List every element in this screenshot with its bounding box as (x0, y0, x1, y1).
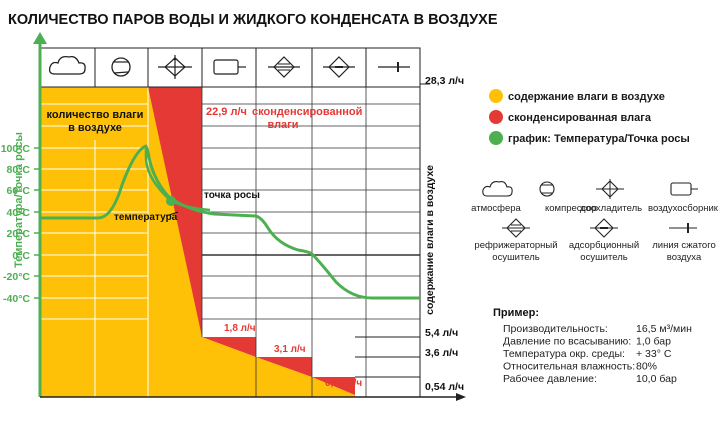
flow-tick-5: 5,4 л/ч (425, 327, 458, 339)
temperature-curve-group (40, 144, 420, 300)
example-row-value: 16,5 м³/мин (636, 323, 692, 335)
flow-tick-0: 0,54 л/ч (425, 381, 464, 393)
condensed-text-label-2: влаги (267, 119, 298, 131)
air-receiver-icon (213, 59, 246, 75)
component-key: атмосфера компрессор доохладитель воздух… (471, 179, 719, 263)
temperature-tick-label: -40°C (3, 293, 30, 305)
flow-tick-3: 3,6 л/ч (425, 347, 458, 359)
legend: содержание влаги в воздухе сконденсирова… (489, 89, 690, 145)
key-refrig-label-2: осушитель (492, 252, 539, 263)
key-aftercooler-label: доохладитель (580, 203, 642, 214)
right-frame (148, 48, 421, 397)
example-row-value: 10,0 бар (636, 373, 677, 385)
key-atmosphere-icon (482, 181, 513, 197)
key-adsorp-label-2: осушитель (580, 252, 627, 263)
y-axis-label: Температура/Точка росы (13, 132, 25, 268)
key-adsorp-label-1: адсорбционный (569, 240, 639, 251)
example-row-label: Давление по всасыванию: (503, 336, 631, 348)
key-receiver-label: воздухосборник (648, 203, 719, 214)
aftercooler-icon (158, 55, 192, 79)
condensed-value-label: 22,9 л/ч (206, 106, 247, 118)
temperature-tick-label: 40°C (7, 207, 31, 219)
example-rows: Производительность: 16,5 м³/мин Давление п… (503, 323, 692, 385)
y-axis-arrow-icon (33, 32, 47, 44)
key-adsorption-dryer-icon (590, 218, 618, 238)
key-receiver-icon (670, 182, 698, 196)
example-row-value: + 33° C (636, 348, 672, 360)
key-refrig-label-1: рефрижераторный (474, 240, 557, 251)
condensed-area (148, 87, 355, 395)
example-heading: Пример: (493, 307, 539, 319)
atmosphere-icon (48, 55, 86, 75)
right-axis-label: содержание влаги в воздухе (424, 165, 436, 315)
temperature-tick-labels: 100°C 80°C 60°C 40°C 20°C 0°C -20°C -40°C (1, 143, 40, 305)
flow-tick-28: 28,3 л/ч (425, 75, 464, 87)
key-compressor-icon (539, 181, 555, 197)
key-aftercooler-icon (596, 179, 624, 199)
legend-swatch-condensed (489, 110, 503, 124)
vertical-gridlines (94, 87, 367, 397)
temperature-tick-label: 20°C (7, 228, 31, 240)
x-axis-arrow-icon (456, 393, 466, 401)
example-block: Пример: Производительность: 16,5 м³/мин Да… (493, 307, 692, 385)
drop1-label: 1,8 л/ч (224, 323, 256, 334)
temperature-tick-label: 100°C (1, 143, 31, 155)
key-refrigeration-dryer-icon (502, 218, 530, 238)
example-row-value: 80% (636, 361, 657, 373)
condensed-line (312, 377, 355, 395)
temperature-tick-label: 80°C (7, 164, 31, 176)
dew-point-label: точка росы (204, 190, 260, 201)
condensed-text-label: сконденсированной (252, 106, 362, 118)
drop2-label: 3,1 л/ч (274, 344, 306, 355)
example-row-value: 1,0 бар (636, 336, 671, 348)
temperature-label: температура (114, 212, 178, 223)
adsorption-dryer-icon (323, 56, 355, 78)
legend-swatch-curve (489, 131, 503, 145)
temperature-tick-label: 0°C (12, 250, 30, 262)
example-row-label: Относительная влажность: (503, 361, 635, 373)
key-line-label-2: воздуха (667, 252, 702, 263)
temperature-tick-label: 60°C (7, 185, 31, 197)
key-air-line-icon (669, 223, 697, 233)
example-row-label: Рабочее давление: (503, 373, 597, 385)
condensed-refrig-dryer (202, 337, 256, 357)
air-line-icon (378, 62, 410, 72)
diagram-title: КОЛИЧЕСТВО ПАРОВ ВОДЫ И ЖИДКОГО КОНДЕНСА… (8, 12, 498, 28)
key-atmosphere-label: атмосфера (471, 203, 521, 214)
condensed-adsorp-dryer (256, 357, 312, 377)
condensed-aftercooler (148, 87, 202, 337)
refrigeration-dryer-icon (268, 56, 300, 78)
dew-point-marker (166, 196, 176, 206)
drop3-label: 0,63 л/ч (325, 378, 362, 389)
legend-label-moisture: содержание влаги в воздухе (508, 91, 665, 103)
compressor-icon (111, 57, 131, 77)
legend-label-condensed: сконденсированная влага (508, 112, 652, 124)
temperature-tick-label: -20°C (3, 271, 30, 283)
example-row-label: Производительность: (503, 323, 608, 335)
moisture-in-air-label-1: количество влаги (47, 109, 144, 121)
moisture-in-air-label-2: в воздухе (68, 122, 122, 134)
header-frame (39, 47, 421, 88)
legend-label-curve: график: Температура/Точка росы (508, 133, 690, 145)
example-row-label: Температура окр. среды: (503, 348, 625, 360)
dew-point-curve (40, 144, 420, 300)
legend-swatch-moisture (489, 89, 503, 103)
component-header-row (39, 47, 421, 88)
key-compressor-label: компрессор (545, 203, 597, 214)
key-line-label-1: линия сжатого (652, 240, 716, 251)
